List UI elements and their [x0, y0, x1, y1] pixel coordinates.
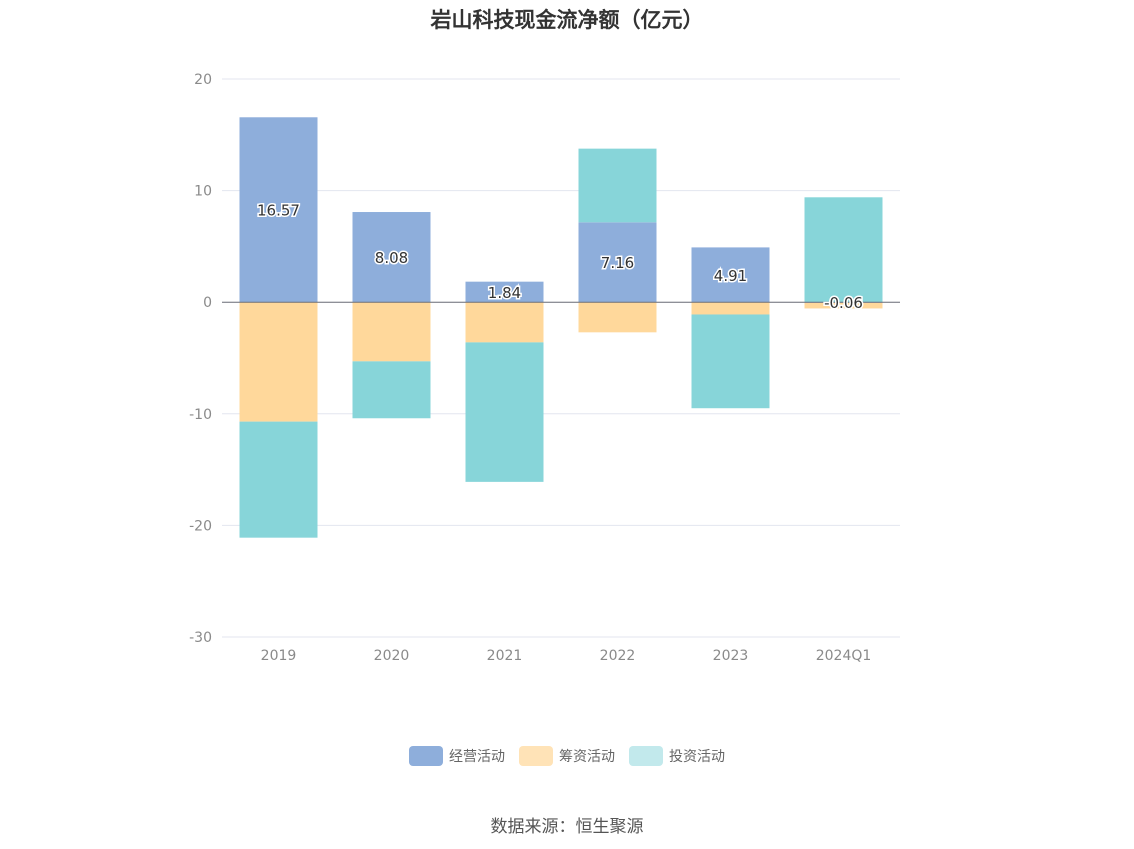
y-tick-label-1: 10: [194, 184, 212, 200]
data-label-4: 4.91: [714, 267, 747, 285]
bar-2-3[interactable]: [578, 148, 657, 223]
bars: [239, 117, 883, 538]
x-tick-label-5: 2024Q1: [816, 648, 872, 664]
bar-1-1[interactable]: [352, 302, 431, 362]
data-label-5: -0.06: [824, 294, 863, 312]
bar-0-1[interactable]: [352, 212, 431, 303]
legend-item-financing[interactable]: 筹资活动: [519, 746, 615, 766]
legend-item-investing[interactable]: 投资活动: [629, 746, 725, 766]
legend-swatch-operating: [409, 746, 443, 766]
legend: 经营活动 筹资活动 投资活动: [0, 746, 1134, 766]
bar-2-4[interactable]: [691, 314, 770, 409]
data-labels: 16.57 8.08 1.84 7.16 4.91 -0.06: [256, 200, 865, 313]
x-tick-label-2: 2021: [487, 648, 523, 664]
legend-label-investing: 投资活动: [669, 749, 725, 765]
bar-1-4[interactable]: [691, 302, 770, 315]
bar-1-5[interactable]: [804, 302, 883, 309]
bar-1-2[interactable]: [465, 302, 544, 343]
y-tick-label-0: 20: [194, 72, 212, 88]
y-axis-ticks: 20 10 0 -10 -20 -30: [189, 72, 212, 646]
x-tick-label-4: 2023: [713, 648, 749, 664]
bar-0-4[interactable]: [691, 247, 770, 303]
cashflow-chart: 20 10 0 -10 -20 -30 2019 2020 2021 2022 2023 2024Q…: [189, 72, 900, 664]
data-label-3: 7.16: [601, 254, 634, 272]
bar-1-3[interactable]: [578, 302, 657, 333]
legend-swatch-financing: [519, 746, 553, 766]
chart-title: 岩山科技现金流净额（亿元）: [430, 8, 704, 32]
y-tick-label-4: -20: [189, 518, 212, 534]
bar-2-2[interactable]: [465, 342, 544, 482]
bar-2-0[interactable]: [239, 421, 318, 538]
x-axis-ticks: 2019 2020 2021 2022 2023 2024Q1: [261, 648, 872, 664]
bar-2-1[interactable]: [352, 361, 431, 419]
x-tick-label-1: 2020: [374, 648, 410, 664]
legend-label-financing: 筹资活动: [559, 749, 615, 765]
bar-1-0[interactable]: [239, 302, 318, 422]
bar-2-5[interactable]: [804, 197, 883, 303]
legend-item-operating[interactable]: 经营活动: [409, 746, 505, 766]
data-label-0: 16.57: [257, 202, 300, 220]
y-tick-label-5: -30: [189, 630, 212, 646]
x-tick-label-3: 2022: [600, 648, 636, 664]
bar-0-0[interactable]: [239, 117, 318, 303]
data-label-1: 8.08: [375, 249, 408, 267]
legend-label-operating: 经营活动: [449, 749, 505, 765]
x-tick-label-0: 2019: [261, 648, 297, 664]
bar-0-2[interactable]: [465, 281, 544, 303]
bar-0-3[interactable]: [578, 222, 657, 303]
legend-swatch-investing: [629, 746, 663, 766]
grid-lines: [222, 78, 900, 638]
data-source: 数据来源：恒生聚源: [490, 817, 644, 837]
data-label-2: 1.84: [488, 284, 521, 302]
y-tick-label-3: -10: [189, 407, 212, 423]
y-tick-label-2: 0: [203, 295, 212, 311]
